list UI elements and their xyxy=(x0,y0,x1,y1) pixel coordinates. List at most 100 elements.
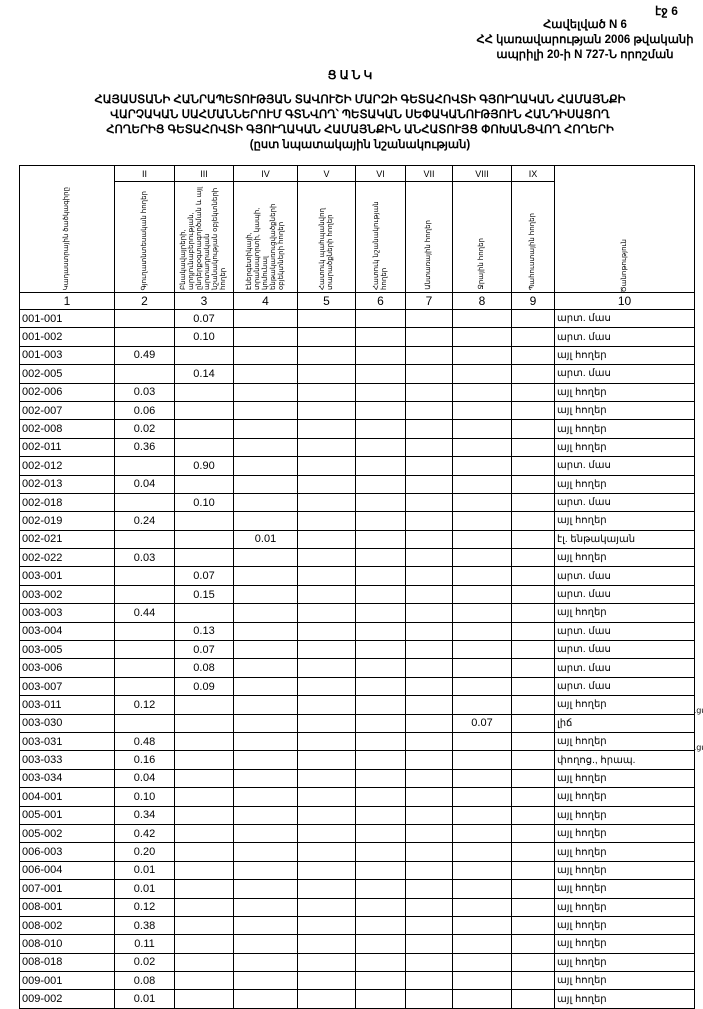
area-cell xyxy=(405,584,453,605)
column-header-label: Ջրային հողեր xyxy=(478,238,485,290)
area-cell xyxy=(452,621,512,642)
area-cell xyxy=(233,419,298,439)
area-cell xyxy=(405,308,453,329)
area-cell: 0.07 xyxy=(452,713,512,733)
table-row: 003-001 0.07 արտ. մաս xyxy=(19,566,695,586)
area-cell xyxy=(405,823,453,844)
area-cell xyxy=(511,860,555,881)
cadastral-code: 008-001 xyxy=(19,897,115,917)
area-cell: 0.34 xyxy=(114,805,175,825)
cadastral-code: 003-005 xyxy=(19,640,115,660)
area-cell xyxy=(405,842,453,862)
area-cell xyxy=(114,327,175,347)
area-cell xyxy=(233,952,298,973)
area-cell xyxy=(174,787,234,807)
area-cell xyxy=(405,658,453,678)
area-cell: 0.10 xyxy=(174,492,234,513)
area-cell xyxy=(452,511,512,531)
margin-note: .ցմ xyxy=(694,706,703,715)
area-cell xyxy=(511,529,555,550)
area-cell xyxy=(511,364,555,384)
area-cell xyxy=(405,805,453,825)
area-cell xyxy=(452,897,512,917)
area-cell xyxy=(297,474,356,494)
area-cell xyxy=(355,364,406,384)
area-cell xyxy=(233,400,298,421)
annex-line: ապրիլի 20-ի N 727-Ն որոշման xyxy=(496,49,674,61)
area-cell xyxy=(114,640,175,660)
area-cell xyxy=(405,879,453,899)
table-row: 002-006 0.03 այլ հողեր xyxy=(19,382,695,402)
area-cell xyxy=(355,400,406,421)
area-cell xyxy=(355,676,406,697)
column-number: 1 xyxy=(19,292,115,310)
area-cell xyxy=(233,437,298,458)
table-row: 003-031 0.48 այլ հողեր xyxy=(19,731,695,752)
column-roman-label: III xyxy=(174,165,234,182)
note-cell: արտ. մաս xyxy=(554,584,695,605)
area-cell xyxy=(355,327,406,347)
area-cell xyxy=(511,695,555,715)
area-cell xyxy=(452,419,512,439)
area-cell xyxy=(405,695,453,715)
note-cell: այլ հողեր xyxy=(554,823,695,844)
column-header: Անտառային հողեր xyxy=(405,181,453,293)
area-cell: 0.01 xyxy=(114,860,175,881)
area-cell xyxy=(233,327,298,347)
area-cell xyxy=(174,437,234,458)
column-number: 4 xyxy=(233,292,298,310)
area-cell xyxy=(511,787,555,807)
document-title: ՀԱՅԱՍՏԱՆԻ ՀԱՆՐԱՊԵՏՈՒԹՅԱՆ ՏԱՎՈՒՇԻ ՄԱՐԶԻ Գ… xyxy=(60,93,660,153)
area-cell xyxy=(297,971,356,991)
area-cell xyxy=(297,731,356,752)
area-cell xyxy=(405,603,453,623)
cadastral-code: 003-034 xyxy=(19,768,115,789)
column-number: 7 xyxy=(405,292,453,310)
area-cell xyxy=(511,400,555,421)
cadastral-code: 003-030 xyxy=(19,713,115,733)
area-cell xyxy=(114,621,175,642)
area-cell xyxy=(405,768,453,789)
area-cell xyxy=(511,750,555,770)
area-cell xyxy=(114,364,175,384)
column-header: Կադաստրային ծածկագիրը xyxy=(19,165,115,293)
area-cell xyxy=(405,897,453,917)
area-cell xyxy=(233,511,298,531)
area-cell xyxy=(297,308,356,329)
area-cell: 0.24 xyxy=(114,511,175,531)
area-cell: 0.02 xyxy=(114,952,175,973)
area-cell xyxy=(355,548,406,568)
area-cell xyxy=(452,603,512,623)
note-cell: արտ. մաս xyxy=(554,566,695,586)
title-line: ՎԱՐՉԱԿԱՆ ՍԱՀՄԱՆՆԵՐՈՒՄ ԳՏՆՎՈՂ՝ ՊԵՏԱԿԱՆ ՍԵ… xyxy=(110,109,610,121)
column-header: Գյուղատնտեսական հողեր xyxy=(114,181,175,293)
table-row: 003-002 0.15 արտ. մաս xyxy=(19,584,695,605)
area-cell xyxy=(511,584,555,605)
cadastral-code: 008-010 xyxy=(19,934,115,954)
area-cell xyxy=(114,584,175,605)
area-cell xyxy=(405,731,453,752)
area-cell xyxy=(233,787,298,807)
area-cell xyxy=(233,456,298,476)
area-cell: 0.08 xyxy=(174,658,234,678)
area-cell xyxy=(452,934,512,954)
area-cell: 0.03 xyxy=(114,382,175,402)
column-header-label: Հատուկ պահպանվող տարածքների հողեր xyxy=(318,208,334,290)
area-cell xyxy=(511,621,555,642)
area-cell xyxy=(233,621,298,642)
area-cell: 0.48 xyxy=(114,731,175,752)
area-cell xyxy=(511,842,555,862)
table-row: 003-004 0.13 արտ. մաս xyxy=(19,621,695,642)
table-row: 005-002 0.42 այլ հողեր xyxy=(19,823,695,844)
area-cell xyxy=(297,658,356,678)
area-cell xyxy=(233,474,298,494)
area-cell xyxy=(297,511,356,531)
cadastral-code: 003-006 xyxy=(19,658,115,678)
cadastral-code: 002-013 xyxy=(19,474,115,494)
table-row: 003-030 0.07 լիճ xyxy=(19,713,695,733)
area-cell: 0.44 xyxy=(114,603,175,623)
column-header: Հատուկ պահպանվող տարածքների հողեր xyxy=(297,181,356,293)
note-cell: արտ. մաս xyxy=(554,456,695,476)
note-cell: արտ. մաս xyxy=(554,327,695,347)
table-row: 003-005 0.07 արտ. մաս xyxy=(19,640,695,660)
